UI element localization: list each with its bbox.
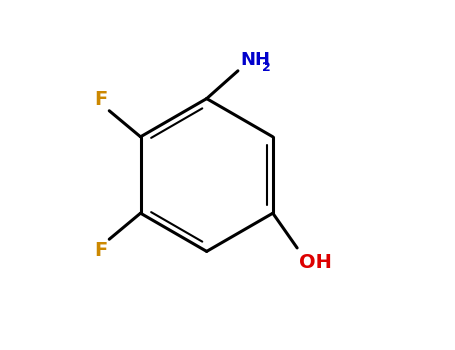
Text: 2: 2 [262,61,270,74]
Text: OH: OH [299,253,332,272]
Text: NH: NH [241,51,271,69]
Text: F: F [94,90,107,109]
Text: F: F [94,241,107,260]
